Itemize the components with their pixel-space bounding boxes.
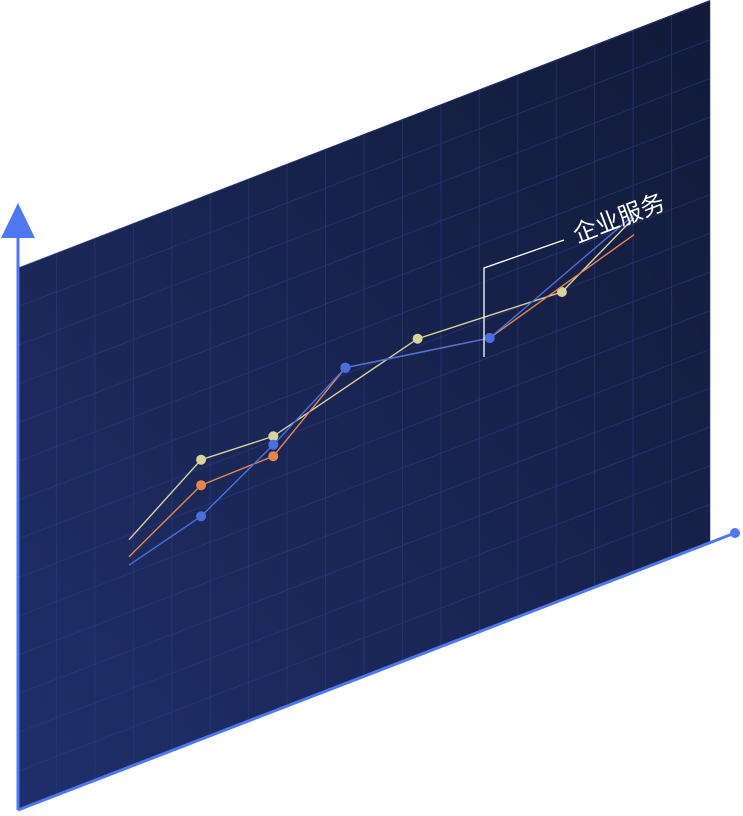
series-3: [128, 214, 635, 566]
grid-line-horizontal: [17, 465, 711, 734]
grid-line-horizontal: [17, 503, 711, 772]
data-point: [484, 333, 495, 343]
grid-line-horizontal: [17, 348, 711, 617]
data-point: [340, 362, 351, 373]
grid-line-horizontal: [17, 271, 711, 540]
data-point: [556, 287, 567, 297]
grid-line-horizontal: [17, 194, 711, 463]
grid-line-horizontal: [17, 426, 711, 695]
data-point: [196, 480, 207, 491]
data-point: [196, 454, 207, 465]
series-line: [128, 214, 635, 566]
grid-line-horizontal: [17, 387, 711, 656]
series-layer: [128, 214, 635, 566]
x-axis-end-dot-icon: [730, 528, 740, 538]
grid-line-horizontal: [17, 310, 711, 579]
data-point: [268, 431, 279, 442]
grid-line-horizontal: [17, 155, 711, 424]
y-axis-arrow-icon: [1, 203, 35, 238]
data-point: [196, 511, 207, 522]
grid-line-horizontal: [17, 116, 711, 385]
x-axis: [17, 528, 740, 812]
data-point: [412, 333, 423, 344]
grid-line-horizontal: [17, 232, 711, 501]
y-axis: [1, 203, 35, 810]
grid-layer: [17, 0, 711, 811]
data-point: [268, 451, 279, 462]
grid-line-horizontal: [17, 39, 711, 308]
grid-line-horizontal: [17, 77, 711, 346]
annotation-leader-line: [483, 239, 565, 357]
grid-line-horizontal: [17, 0, 711, 269]
series-1: [128, 217, 635, 541]
data-point: [268, 439, 279, 450]
series-line: [128, 217, 635, 541]
series-line: [128, 234, 635, 558]
